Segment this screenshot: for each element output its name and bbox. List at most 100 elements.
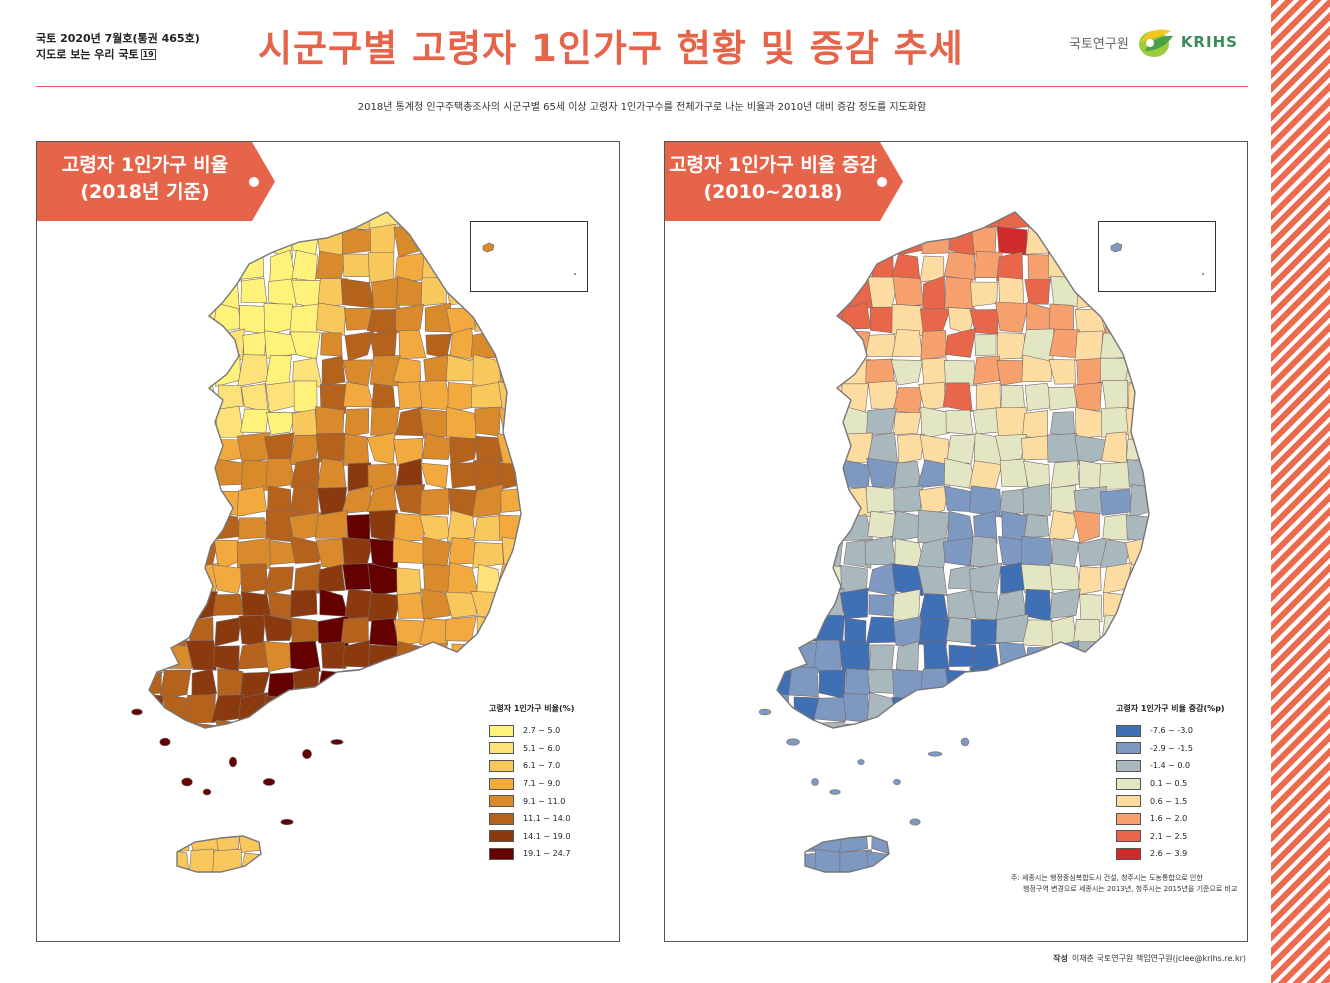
district-region (969, 693, 1000, 724)
district-region (421, 432, 453, 460)
district-region (420, 797, 454, 829)
district-region (777, 383, 794, 413)
district-region (1130, 567, 1149, 596)
district-region (447, 692, 473, 726)
legend-item: 6.1 ~ 7.0 (489, 757, 574, 775)
district-region (1154, 462, 1181, 489)
district-region (238, 517, 271, 540)
district-region (319, 770, 347, 805)
district-region (997, 770, 1025, 805)
brand-name-kr: 국토연구원 (1069, 36, 1129, 52)
banner-line1: 고령자 1인가구 비율 증감 (669, 154, 877, 176)
district-region (393, 641, 423, 673)
district-region (786, 512, 822, 543)
district-region (368, 821, 402, 856)
district-region (369, 223, 396, 257)
subtitle: 2018년 통계청 인구주택총조사의 시군구별 65세 이상 고령자 1인가구수… (357, 102, 927, 113)
district-region (945, 616, 976, 644)
district-region (918, 381, 947, 411)
district-region (1076, 722, 1108, 752)
district-region (1127, 590, 1149, 622)
district-region (293, 563, 321, 594)
district-region (920, 406, 950, 439)
banner-line2: (2018년 기준) (80, 181, 210, 203)
choropleth-map-change (758, 211, 1181, 907)
district-region (149, 569, 164, 595)
district-region (919, 692, 950, 725)
district-region (162, 588, 189, 617)
district-region (265, 826, 296, 855)
district-region (185, 745, 219, 775)
district-region (149, 484, 162, 517)
district-region (969, 562, 1003, 595)
coastline (776, 211, 1150, 873)
district-region (814, 359, 847, 383)
district-region (1125, 536, 1149, 568)
district-region (523, 382, 555, 413)
district-region (527, 539, 553, 568)
district-region (973, 848, 1002, 872)
district-region (843, 797, 868, 828)
district-region (240, 277, 268, 304)
district-region (315, 670, 346, 700)
district-region (1129, 484, 1149, 519)
district-region (777, 358, 792, 387)
district-region (149, 405, 167, 439)
district-region (919, 875, 951, 907)
district-region (159, 250, 193, 280)
district-region (777, 432, 794, 464)
district-region (135, 879, 166, 907)
district-region (424, 748, 453, 773)
district-region (500, 588, 521, 620)
district-region (1077, 566, 1102, 596)
legend-label: 0.1 ~ 0.5 (1150, 779, 1188, 789)
district-region (237, 800, 272, 831)
district-region (393, 692, 426, 724)
district-region (944, 327, 977, 358)
district-region (472, 542, 504, 569)
legend-label: -2.9 ~ -1.5 (1150, 743, 1194, 753)
legend-swatch (489, 724, 514, 737)
district-region (839, 224, 874, 252)
district-region (1072, 510, 1100, 544)
district-region (998, 826, 1029, 855)
district-region (819, 484, 847, 517)
series-name: 지도로 보는 우리 국토 (36, 48, 139, 61)
district-region (446, 770, 475, 802)
legend-swatch (1116, 812, 1141, 825)
district-region (289, 212, 321, 232)
district-region (1025, 720, 1052, 750)
island (758, 708, 772, 716)
district-region (972, 355, 1000, 385)
district-region (525, 642, 554, 672)
district-region (340, 616, 369, 644)
district-region (446, 670, 479, 695)
district-region (449, 436, 479, 466)
district-region (1027, 254, 1053, 285)
district-region (423, 875, 447, 905)
district-region (240, 591, 272, 616)
island (786, 738, 800, 746)
district-region (1102, 513, 1130, 541)
district-region (1128, 672, 1149, 699)
district-region (996, 744, 1027, 777)
district-region (842, 693, 869, 723)
district-region (238, 692, 269, 725)
district-region (317, 457, 347, 492)
district-region (867, 799, 899, 828)
district-region (816, 874, 841, 906)
district-region (1073, 693, 1104, 723)
district-region (291, 717, 322, 751)
district-region (449, 824, 477, 856)
district-region (841, 775, 872, 801)
district-region (343, 381, 374, 408)
district-region (1074, 744, 1106, 778)
district-region (340, 278, 376, 309)
district-region (996, 226, 1028, 256)
district-region (343, 744, 374, 778)
district-region (1102, 592, 1133, 618)
district-region (865, 334, 897, 357)
district-region (161, 432, 193, 463)
district-region (190, 485, 217, 518)
district-region (315, 250, 347, 279)
